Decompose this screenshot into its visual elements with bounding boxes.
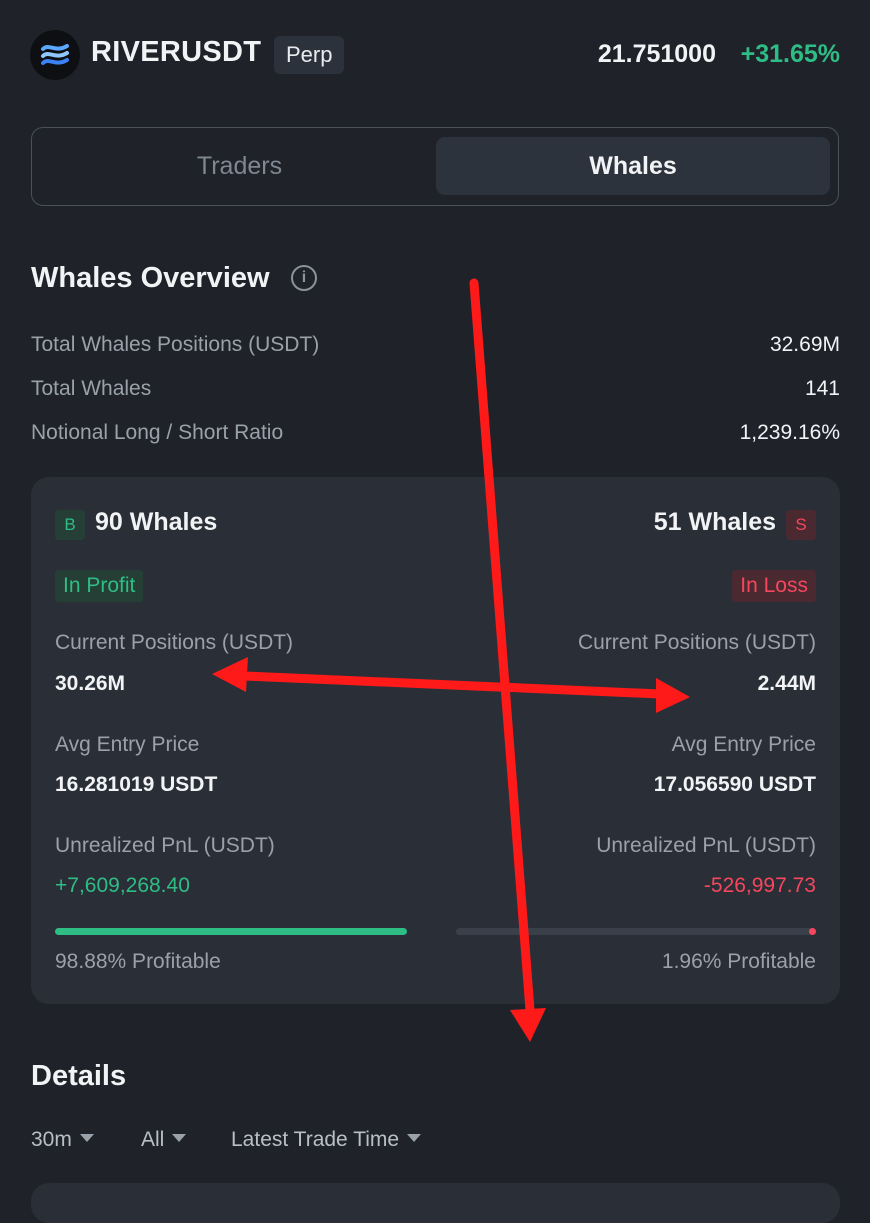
stat-label: Total Whales — [31, 377, 152, 400]
short-pnl-value: -526,997.73 — [703, 874, 816, 897]
short-positions-label: Current Positions (USDT) — [577, 631, 816, 654]
river-logo-icon — [30, 30, 80, 80]
caret-down-icon — [172, 1134, 187, 1143]
short-entry-label: Avg Entry Price — [671, 733, 816, 756]
long-entry-label: Avg Entry Price — [55, 733, 200, 756]
long-profitable-text: 98.88% Profitable — [55, 950, 221, 973]
side-filter-label: All — [141, 1128, 165, 1151]
info-icon[interactable]: i — [291, 265, 317, 291]
short-positions-value: 2.44M — [757, 672, 816, 695]
in-profit-badge: In Profit — [55, 570, 144, 602]
perp-badge: Perp — [274, 36, 345, 74]
caret-down-icon — [407, 1134, 422, 1143]
short-entry-value: 17.056590 USDT — [653, 773, 816, 796]
sort-filter-dropdown[interactable]: Latest Trade Time — [231, 1128, 422, 1152]
stat-value: 1,239.16% — [739, 421, 840, 444]
stat-row: Total Whales Positions (USDT) 32.69M — [31, 333, 840, 363]
stat-label: Total Whales Positions (USDT) — [31, 333, 320, 356]
traders-whales-toggle: Traders Whales — [31, 127, 839, 206]
details-list-card — [31, 1183, 840, 1223]
buy-badge: B — [55, 510, 85, 540]
sort-filter-label: Latest Trade Time — [231, 1128, 400, 1151]
short-profit-bar-fill — [808, 928, 816, 935]
long-pnl-value: +7,609,268.40 — [55, 874, 190, 897]
caret-down-icon — [79, 1134, 94, 1143]
short-whale-count: 51 Whales — [653, 508, 776, 536]
details-title: Details — [31, 1060, 127, 1092]
down-arrow-head — [510, 1008, 546, 1042]
in-loss-badge: In Loss — [732, 570, 816, 602]
price-change: +31.65% — [740, 40, 840, 68]
last-price: 21.751000 — [597, 40, 716, 68]
market-header: RIVERUSDT Perp 21.751000 +31.65% — [30, 30, 840, 80]
whales-overview-title: Whales Overview — [31, 262, 270, 294]
long-positions-value: 30.26M — [55, 672, 126, 695]
sell-badge: S — [786, 510, 816, 540]
long-pnl-label: Unrealized PnL (USDT) — [55, 834, 275, 857]
short-profitable-text: 1.96% Profitable — [661, 950, 816, 973]
long-positions-label: Current Positions (USDT) — [55, 631, 294, 654]
long-profit-bar-fill — [55, 928, 407, 935]
side-filter-dropdown[interactable]: All — [141, 1128, 187, 1152]
symbol-name[interactable]: RIVERUSDT — [91, 36, 262, 68]
tab-traders[interactable]: Traders — [196, 152, 283, 180]
long-profit-bar — [55, 928, 411, 935]
long-short-card: B 90 Whales 51 Whales S In Profit In Los… — [31, 477, 840, 1004]
stat-value: 141 — [804, 377, 840, 400]
interval-filter-label: 30m — [31, 1128, 72, 1151]
long-entry-value: 16.281019 USDT — [55, 773, 218, 796]
stat-row: Total Whales 141 — [31, 377, 840, 407]
interval-filter-dropdown[interactable]: 30m — [31, 1128, 94, 1152]
long-whale-count: 90 Whales — [95, 508, 218, 536]
short-profit-bar — [456, 928, 816, 935]
tab-whales[interactable]: Whales — [436, 137, 830, 195]
stat-value: 32.69M — [769, 333, 840, 356]
short-pnl-label: Unrealized PnL (USDT) — [596, 834, 816, 857]
stat-label: Notional Long / Short Ratio — [31, 421, 284, 444]
stat-row: Notional Long / Short Ratio 1,239.16% — [31, 421, 840, 451]
